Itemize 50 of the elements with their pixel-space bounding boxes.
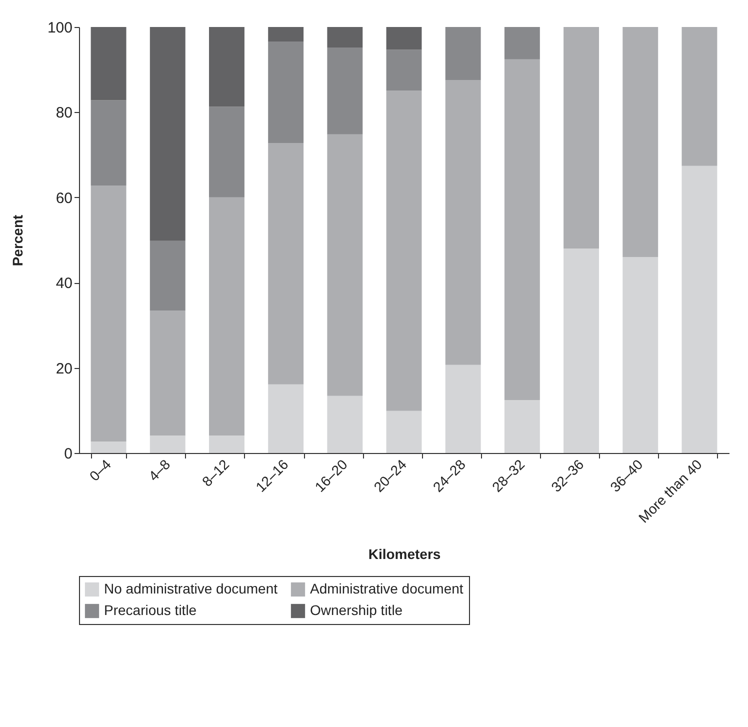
bar <box>209 27 244 107</box>
bar <box>682 27 718 166</box>
y-axis-title: Percent <box>9 214 26 266</box>
bar <box>327 27 363 48</box>
legend-label: Precarious title <box>104 602 197 618</box>
bar <box>564 248 599 453</box>
bar <box>445 27 481 80</box>
bar <box>268 384 304 453</box>
bar <box>445 80 481 365</box>
bar <box>327 396 363 453</box>
bar <box>386 27 422 50</box>
bar <box>327 134 363 396</box>
x-axis-title: Kilometers <box>368 546 441 562</box>
legend-label: Administrative document <box>310 580 464 596</box>
bar <box>504 400 540 453</box>
bar <box>209 106 244 198</box>
y-tick-label: 0 <box>64 446 72 462</box>
bar <box>622 27 658 258</box>
bar <box>386 410 422 453</box>
bar <box>268 41 304 144</box>
bar <box>90 185 126 442</box>
bar <box>150 436 186 453</box>
bar <box>150 27 186 241</box>
bar <box>209 436 244 453</box>
bar <box>150 310 186 436</box>
bar <box>90 27 126 100</box>
bar <box>90 442 126 453</box>
y-tick-label: 40 <box>56 275 72 292</box>
y-tick-label: 20 <box>56 360 72 378</box>
bar <box>682 166 718 453</box>
bar <box>90 100 126 186</box>
bar <box>564 27 599 249</box>
bar <box>622 257 658 453</box>
bar <box>150 240 186 311</box>
bar <box>386 90 422 411</box>
x-tick-label: 4–8 <box>145 456 174 484</box>
x-tick-label: 0–4 <box>86 456 114 484</box>
bar <box>268 143 304 384</box>
bar <box>445 364 481 453</box>
bar <box>504 27 540 60</box>
bar <box>327 47 363 134</box>
bar <box>209 197 244 436</box>
y-tick-label: 60 <box>56 190 72 207</box>
bar <box>504 59 540 400</box>
bar <box>386 50 422 90</box>
legend-label: No administrative document <box>104 580 278 596</box>
y-tick-label: 100 <box>47 20 72 36</box>
y-tick-label: 80 <box>56 104 72 122</box>
legend-label: Ownership title <box>310 602 403 618</box>
bar <box>268 27 304 42</box>
